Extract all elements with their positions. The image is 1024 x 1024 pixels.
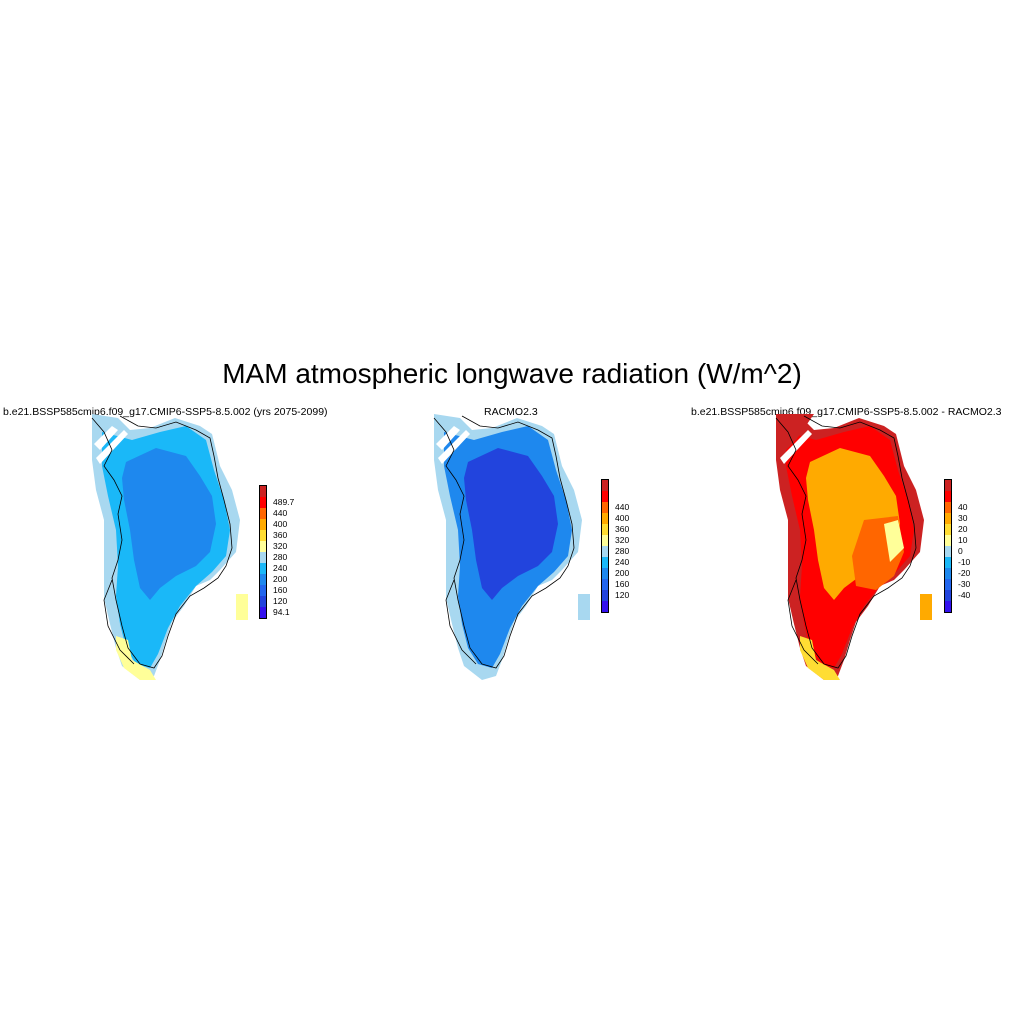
- inlet-notch: [96, 430, 128, 464]
- colorbar-label: 280: [273, 552, 288, 562]
- colorbar-label: 120: [273, 596, 288, 606]
- colorbar-label: 320: [273, 541, 288, 551]
- colorbar-swatch: [602, 524, 608, 535]
- colorbar-label: 160: [615, 579, 630, 589]
- colorbar-label: -20: [958, 568, 971, 578]
- colorbar-label: -10: [958, 557, 971, 567]
- colorbar-swatch: [945, 480, 951, 491]
- greenland-field: [433, 414, 590, 680]
- coastline: [787, 579, 819, 665]
- colorbar-swatch: [260, 563, 266, 574]
- colorbar-swatch: [602, 491, 608, 502]
- difference-patch: [884, 520, 904, 562]
- colorbar-swatch: [945, 590, 951, 601]
- colorbar-swatch: [945, 491, 951, 502]
- colorbar-label: 240: [273, 563, 288, 573]
- island-patch: [578, 594, 590, 620]
- colorbar-label: 240: [615, 557, 630, 567]
- colorbar-label: 30: [958, 513, 968, 523]
- panel-3-title: b.e21.BSSP585cmip6.f09_g17.CMIP6-SSP5-8.…: [691, 406, 1002, 418]
- coastline: [775, 415, 917, 669]
- coastline: [91, 415, 233, 669]
- colorbar-swatch: [602, 535, 608, 546]
- colorbar-label: 10: [958, 535, 968, 545]
- colorbar-swatches: [944, 479, 952, 613]
- colorbar-swatch: [945, 568, 951, 579]
- colorbar-label: 489.7: [273, 497, 295, 507]
- colorbar-label: 200: [273, 574, 288, 584]
- inlet-notch: [94, 426, 118, 450]
- colorbar-swatch: [602, 502, 608, 513]
- colorbar-swatch: [260, 585, 266, 596]
- colorbar-label: 200: [615, 568, 630, 578]
- colorbar-swatch: [260, 530, 266, 541]
- colorbar-swatches: [259, 485, 267, 619]
- colorbar-swatch: [602, 568, 608, 579]
- difference-patch: [776, 414, 814, 460]
- panel-2-title: RACMO2.3: [484, 406, 538, 418]
- colorbar-swatch: [945, 579, 951, 590]
- southern-tip-patch: [800, 636, 840, 680]
- colorbar-label: 360: [615, 524, 630, 534]
- panel-1-title: b.e21.BSSP585cmip6.f09_g17.CMIP6-SSP5-8.…: [3, 406, 328, 418]
- coastline: [445, 579, 477, 665]
- colorbar-swatch: [260, 574, 266, 585]
- colorbar-swatch: [260, 541, 266, 552]
- colorbar-swatch: [260, 607, 266, 618]
- colorbar-label: 160: [273, 585, 288, 595]
- figure-title: MAM atmospheric longwave radiation (W/m^…: [222, 358, 802, 389]
- inlet-notch: [780, 430, 812, 464]
- colorbar-swatch: [602, 590, 608, 601]
- colorbar-label: 440: [273, 508, 288, 518]
- inlet-notch: [436, 426, 460, 450]
- island-patch: [920, 594, 932, 620]
- inlet-notch: [438, 430, 470, 464]
- colorbar-swatch: [260, 508, 266, 519]
- colorbar-label: 40: [958, 502, 968, 512]
- field-core: [122, 448, 216, 600]
- field-core: [464, 448, 558, 600]
- colorbar-label: 120: [615, 590, 630, 600]
- colorbar-swatch: [260, 519, 266, 530]
- colorbar-swatch: [602, 513, 608, 524]
- colorbar-swatch: [945, 535, 951, 546]
- colorbar-swatch: [945, 601, 951, 612]
- colorbar-swatch: [602, 557, 608, 568]
- colorbar-swatch: [945, 557, 951, 568]
- colorbar-label: 360: [273, 530, 288, 540]
- colorbar-label: 20: [958, 524, 968, 534]
- colorbar-swatches: [601, 479, 609, 613]
- colorbar-swatch: [602, 546, 608, 557]
- coastline: [103, 579, 135, 665]
- colorbar-label: 280: [615, 546, 630, 556]
- colorbar-swatch: [945, 513, 951, 524]
- coastline: [433, 415, 575, 669]
- colorbar-swatch: [945, 546, 951, 557]
- colorbar-label: 0: [958, 546, 963, 556]
- colorbar-label: 400: [615, 513, 630, 523]
- colorbar-label: -30: [958, 579, 971, 589]
- colorbar-label: 440: [615, 502, 630, 512]
- greenland-field: [775, 414, 932, 680]
- island-patch: [236, 594, 248, 620]
- colorbar-swatch: [945, 524, 951, 535]
- colorbar-swatch: [260, 486, 266, 497]
- southern-tip-patch: [116, 636, 156, 680]
- colorbar-label: 320: [615, 535, 630, 545]
- colorbar-label: 94.1: [273, 607, 290, 617]
- colorbar-swatch: [945, 502, 951, 513]
- colorbar-swatch: [602, 480, 608, 491]
- greenland-field: [91, 414, 248, 680]
- colorbar-swatch: [260, 552, 266, 563]
- colorbar-label: 400: [273, 519, 288, 529]
- colorbar-swatch: [260, 596, 266, 607]
- colorbar-swatch: [602, 579, 608, 590]
- colorbar-swatch: [260, 497, 266, 508]
- colorbar-swatch: [602, 601, 608, 612]
- colorbar-label: -40: [958, 590, 971, 600]
